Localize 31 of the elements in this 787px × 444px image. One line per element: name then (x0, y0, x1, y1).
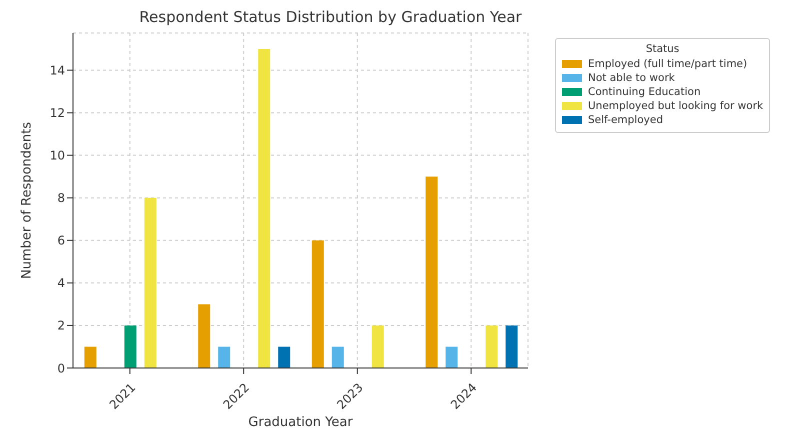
y-tick-label: 2 (57, 318, 65, 333)
y-tick-label: 10 (50, 148, 65, 163)
y-tick-label: 6 (57, 234, 65, 248)
y-tick-label: 0 (57, 361, 65, 376)
bar (84, 346, 96, 368)
y-axis-title: Number of Respondents (20, 122, 35, 280)
bar (278, 346, 290, 368)
x-axis-title: Graduation Year (248, 415, 354, 430)
bar (218, 346, 230, 368)
bar (446, 346, 458, 368)
bar (198, 304, 210, 368)
bar (144, 198, 156, 368)
y-tick-label: 8 (57, 191, 65, 206)
bar (124, 325, 136, 368)
legend-label: Continuing Education (588, 86, 701, 98)
y-tick-label: 14 (50, 63, 65, 78)
legend-title: Status (644, 43, 680, 55)
legend-label: Self-employed (588, 114, 663, 126)
legend-label: Employed (full time/part time) (588, 58, 748, 70)
bar (426, 176, 438, 368)
bar (312, 240, 324, 368)
bar (506, 325, 518, 368)
chart-title: Respondent Status Distribution by Graduation Year (138, 8, 523, 26)
bar (486, 325, 498, 368)
legend-label: Unemployed but looking for work (588, 100, 764, 112)
bar (332, 346, 344, 368)
legend-label: Not able to work (588, 72, 675, 84)
y-tick-label: 4 (57, 276, 65, 290)
y-tick-label: 12 (50, 106, 65, 120)
bar (372, 325, 384, 368)
bar (258, 48, 270, 368)
